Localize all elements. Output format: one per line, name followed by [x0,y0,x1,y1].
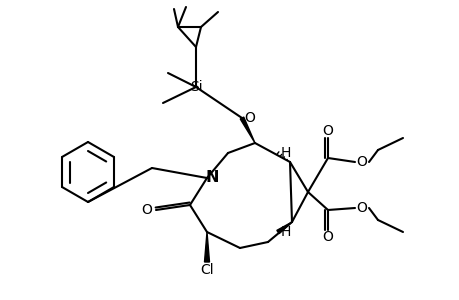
Text: O: O [356,155,367,169]
Text: O: O [356,201,367,215]
Polygon shape [240,117,254,143]
Text: O: O [244,111,255,125]
Polygon shape [276,222,291,234]
Text: O: O [322,230,333,244]
Text: H: H [280,146,291,160]
Text: Si: Si [189,80,202,94]
Text: N: N [205,170,218,185]
Text: H: H [280,225,291,239]
Text: O: O [141,203,152,217]
Text: O: O [322,124,333,138]
Polygon shape [204,232,209,262]
Text: Cl: Cl [200,263,213,277]
